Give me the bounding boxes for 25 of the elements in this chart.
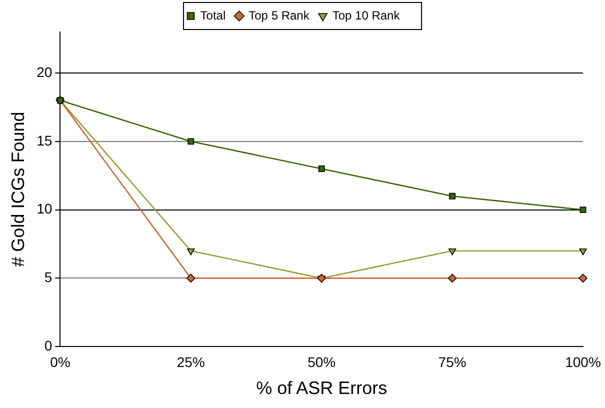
x-tick-label: 50%: [308, 354, 336, 370]
x-tick-label: 75%: [438, 354, 466, 370]
y-tick-label: 15: [36, 132, 52, 148]
point: [449, 192, 456, 200]
x-axis-title: % of ASR Errors: [256, 378, 388, 398]
y-axis-title: # Gold ICGs Found: [8, 112, 28, 267]
point: [187, 248, 195, 256]
y-tick-label: 0: [44, 337, 52, 354]
point: [578, 274, 588, 283]
legend-label: Total: [200, 8, 226, 22]
point: [579, 248, 587, 256]
y-tick-label: 10: [36, 200, 52, 217]
x-tick-label: 0%: [50, 354, 70, 370]
point: [186, 274, 196, 283]
y-tick-label: 5: [44, 269, 52, 286]
point: [318, 166, 325, 172]
legend-label: Top 10 Rank: [332, 8, 401, 22]
legend-label: Top 5 Rank: [248, 8, 310, 22]
x-tick-label: 100%: [565, 354, 601, 370]
x-tick-label: 25%: [176, 354, 205, 370]
point: [448, 274, 457, 283]
point: [188, 138, 194, 145]
y-tick-label: 20: [36, 64, 52, 80]
point: [580, 206, 586, 214]
point: [448, 248, 456, 256]
